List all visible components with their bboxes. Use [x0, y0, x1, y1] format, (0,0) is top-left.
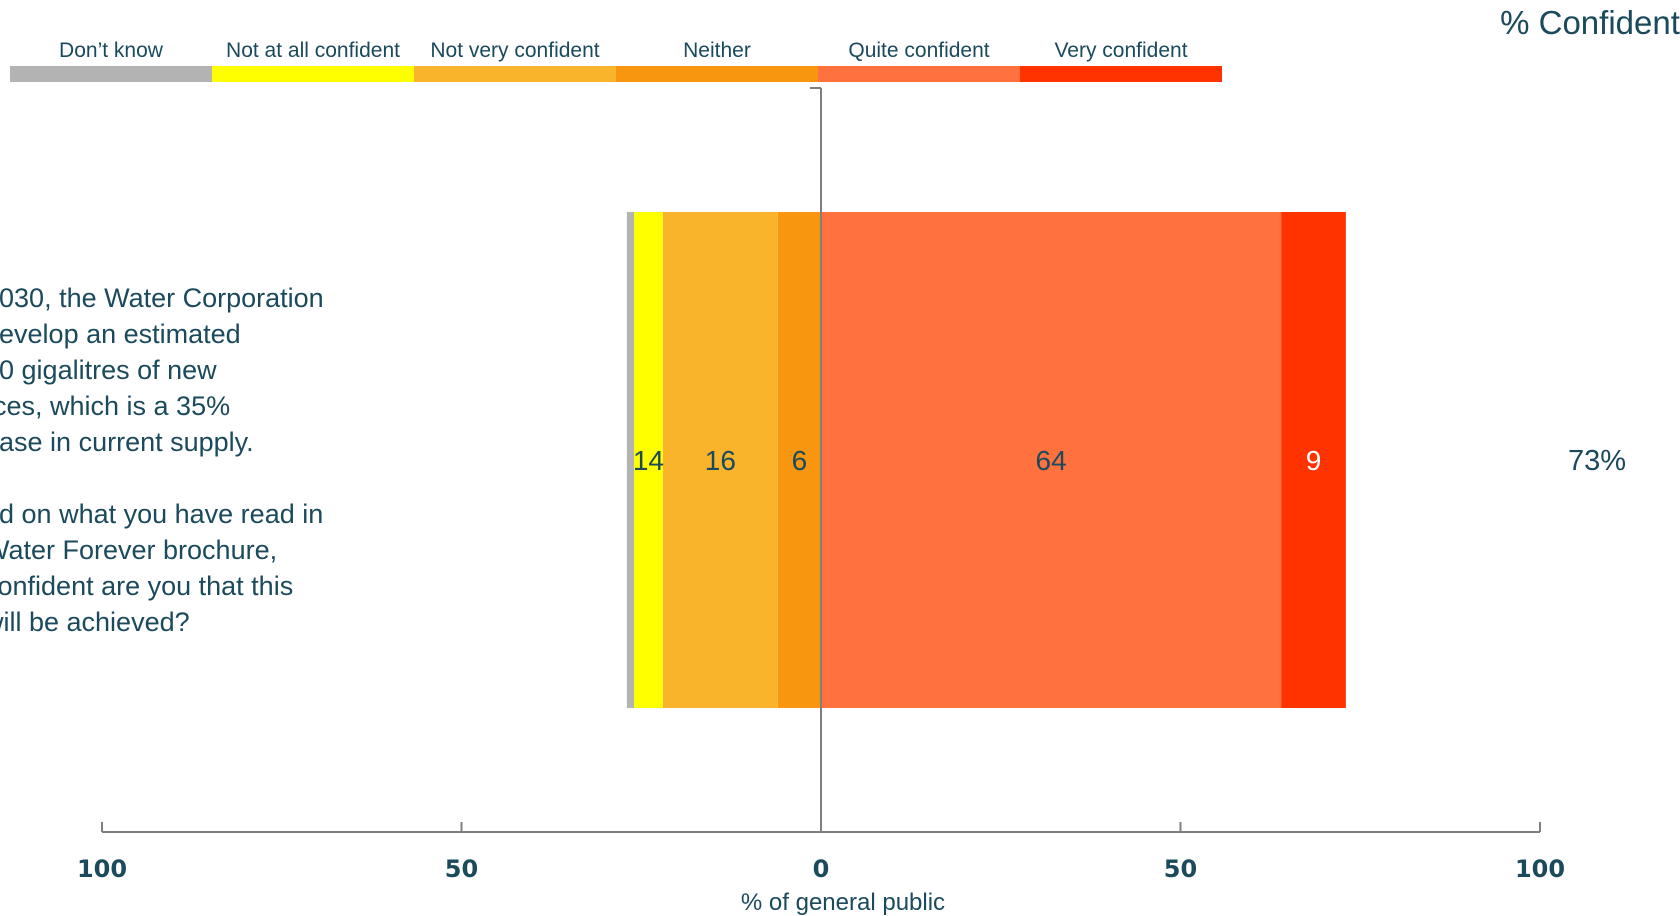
x-axis-label: % of general public [741, 889, 945, 916]
percent-confident-header: % Confident [1500, 4, 1680, 41]
data-label: 64 [1036, 445, 1067, 476]
legend-swatch [616, 66, 818, 82]
bar-segment [1281, 212, 1346, 708]
legend-label: Not at all confident [226, 39, 400, 62]
question-line: develop an estimated [0, 319, 241, 349]
percent-confident-value: 73% [1568, 445, 1626, 477]
legend-label: Very confident [1054, 39, 1188, 62]
data-label: 14 [633, 445, 664, 476]
question-line: 2030, the Water Corporation [0, 283, 324, 313]
legend-label: Not very confident [430, 39, 600, 62]
question-line: ed on what you have read in [0, 499, 324, 529]
legend-item: Not at all confident [212, 38, 414, 82]
legend-swatch [10, 66, 212, 82]
x-tick-label: 50 [445, 855, 478, 883]
legend-label: Neither [683, 39, 751, 62]
legend-item: Very confident [1020, 38, 1222, 82]
bar-segment [821, 212, 1282, 708]
legend-item: Quite confident [818, 38, 1020, 82]
x-tick-label: 50 [1164, 855, 1197, 883]
legend-swatch [414, 66, 616, 82]
question-line: rces, which is a 35% [0, 391, 231, 421]
legend: Don’t know Not at all confident Not very c… [10, 38, 1222, 82]
question-text: 2030, the Water Corporation develop an es… [0, 280, 404, 676]
legend-swatch [1020, 66, 1222, 82]
legend-label: Quite confident [848, 39, 990, 62]
x-tick-label: 0 [813, 855, 830, 883]
question-line: 00 gigalitres of new [0, 355, 217, 385]
x-tick-label: 100 [1515, 855, 1565, 883]
bar-segment [634, 212, 663, 708]
question-line: Water Forever brochure, [0, 535, 278, 565]
question-line: will be achieved? [0, 607, 190, 637]
data-label: 9 [1306, 445, 1322, 476]
bar-segment [662, 212, 778, 708]
legend-swatch [212, 66, 414, 82]
bar-segment [626, 212, 635, 708]
legend-item: Neither [616, 38, 818, 82]
question-line: ease in current supply. [0, 427, 254, 457]
question-line: confident are you that this [0, 571, 294, 601]
legend-item: Don’t know [10, 38, 212, 82]
data-label: 6 [792, 445, 808, 476]
x-tick-label: 100 [77, 855, 127, 883]
legend-item: Not very confident [414, 38, 616, 82]
data-label: 16 [705, 445, 736, 476]
bar-segment [777, 212, 821, 708]
legend-label: Don’t know [59, 39, 163, 62]
legend-swatch [818, 66, 1020, 82]
